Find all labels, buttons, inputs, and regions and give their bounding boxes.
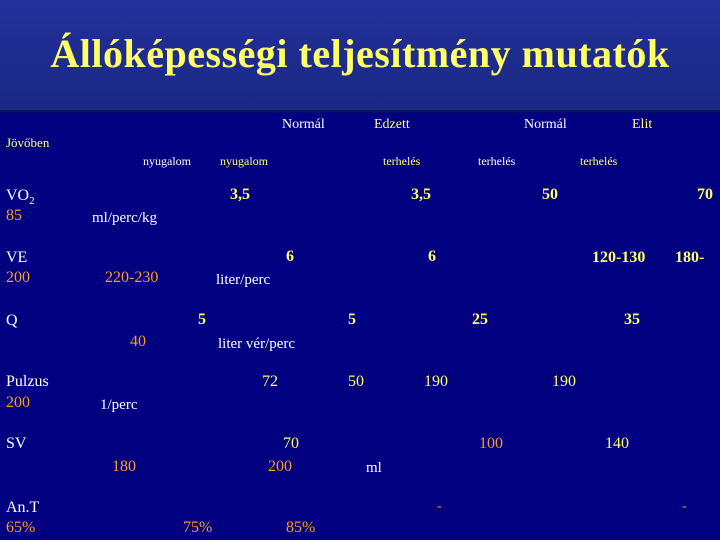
header-elite: Elit bbox=[632, 117, 653, 132]
pulse-value-4: 190 bbox=[552, 373, 576, 390]
ve-value-1: 220-230 bbox=[105, 269, 159, 286]
ant-value-1: 75% bbox=[183, 519, 213, 536]
sv-value-5: 140 bbox=[605, 435, 629, 452]
vo2-value-4: 70 bbox=[697, 186, 713, 203]
vo2-value-2: 3,5 bbox=[411, 186, 431, 203]
sv-unit: ml bbox=[366, 460, 382, 476]
slide-title: Állóképességi teljesítmény mutatók bbox=[50, 31, 670, 76]
pulse-future: 200 bbox=[6, 394, 30, 411]
ve-future: 200 bbox=[6, 269, 30, 286]
sv-value-3: 200 bbox=[268, 458, 292, 475]
row-label-q: Q bbox=[6, 312, 18, 329]
ve-value-4: 120-130 bbox=[592, 249, 646, 266]
header-future: Jövőben bbox=[6, 135, 50, 150]
pulse-value-1: 72 bbox=[262, 373, 278, 390]
sv-value-2: 70 bbox=[283, 435, 299, 452]
row-label-pulse: Pulzus bbox=[6, 373, 49, 390]
vo2-value-3: 50 bbox=[542, 186, 558, 203]
q-unit: liter vér/perc bbox=[218, 336, 296, 352]
ant-dash-1: - bbox=[437, 499, 442, 514]
ant-dash-2: - bbox=[682, 499, 687, 514]
subheader-rest-1: nyugalom bbox=[143, 154, 191, 168]
subheader-load-1: terhelés bbox=[383, 154, 421, 168]
vo2-future: 85 bbox=[6, 207, 22, 224]
row-label-sv: SV bbox=[6, 435, 27, 452]
pulse-value-2: 50 bbox=[348, 373, 364, 390]
vo2-value-1: 3,5 bbox=[230, 186, 250, 203]
subheader-rest-2: nyugalom bbox=[220, 154, 268, 168]
header-normal-2: Normál bbox=[524, 117, 567, 132]
title-band bbox=[0, 0, 720, 112]
q-value-4: 25 bbox=[472, 311, 488, 328]
q-value-3: 5 bbox=[348, 311, 356, 328]
row-label-vo2: VO2 bbox=[6, 187, 35, 208]
subheader-load-2: terhelés bbox=[478, 154, 516, 168]
vo2-unit: ml/perc/kg bbox=[92, 210, 157, 226]
ve-value-2: 6 bbox=[286, 248, 294, 265]
ant-future: 65% bbox=[6, 519, 36, 536]
pulse-value-3: 190 bbox=[424, 373, 448, 390]
pulse-unit: 1/perc bbox=[100, 397, 138, 413]
q-value-5: 35 bbox=[624, 311, 640, 328]
ve-value-3: 6 bbox=[428, 248, 436, 265]
row-label-ant: An.T bbox=[6, 499, 40, 516]
sv-value-1: 180 bbox=[112, 458, 136, 475]
subheader-load-3: terhelés bbox=[580, 154, 618, 168]
ant-value-2: 85% bbox=[286, 519, 316, 536]
ve-unit: liter/perc bbox=[216, 272, 271, 288]
header-normal: Normál bbox=[282, 117, 325, 132]
q-value-2: 5 bbox=[198, 311, 206, 328]
header-trained: Edzett bbox=[374, 117, 410, 132]
sv-value-4: 100 bbox=[479, 435, 503, 452]
ve-value-5: 180- bbox=[675, 249, 705, 266]
row-label-ve: VE bbox=[6, 249, 28, 266]
q-value-1: 40 bbox=[130, 333, 146, 350]
